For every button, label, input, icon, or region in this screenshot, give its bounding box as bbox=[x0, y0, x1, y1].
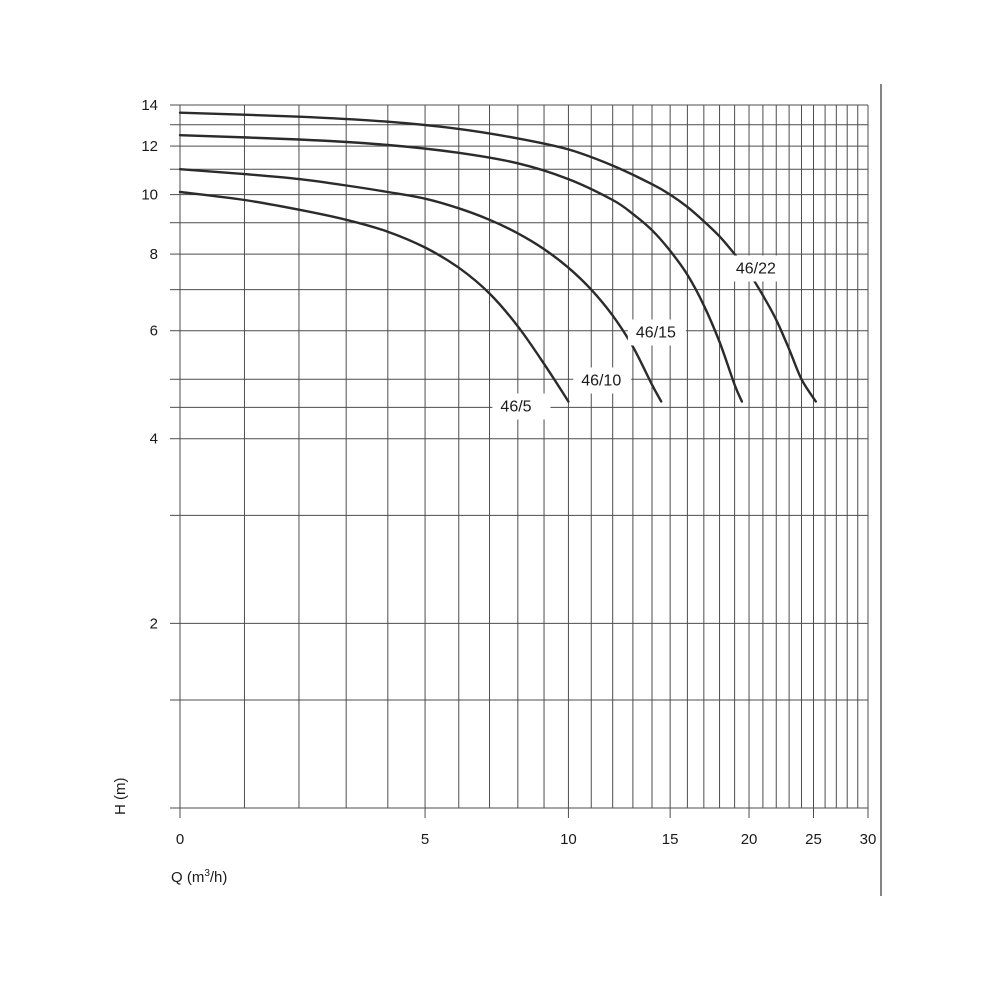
y-tick-label: 8 bbox=[150, 246, 158, 263]
curve-46-5 bbox=[178, 190, 570, 403]
grid bbox=[179, 104, 869, 809]
x-tick-label: 15 bbox=[662, 831, 679, 848]
y-tick-label: 12 bbox=[141, 138, 158, 155]
x-axis-title: Q (m3/h) bbox=[171, 868, 227, 886]
curve-labels: 46/5 46/10 46/15 46/22 bbox=[492, 255, 786, 420]
curve-label-46-5: 46/5 bbox=[500, 398, 531, 415]
x-axis-title-superscript: 3 bbox=[204, 868, 210, 879]
curve-label-46-15: 46/15 bbox=[636, 324, 676, 341]
performance-curves bbox=[178, 111, 817, 403]
y-tick-label: 2 bbox=[150, 615, 158, 632]
curve-label-46-22: 46/22 bbox=[736, 260, 776, 277]
curve-46-22 bbox=[178, 111, 817, 403]
x-tick-label: 0 bbox=[176, 831, 184, 848]
x-tick-label: 20 bbox=[741, 831, 758, 848]
curve-46-10 bbox=[178, 168, 663, 403]
curve-46-15 bbox=[178, 134, 744, 403]
curve-label-background bbox=[627, 319, 686, 346]
x-axis-title-main: Q (m bbox=[171, 869, 204, 886]
x-tick-label: 5 bbox=[421, 831, 429, 848]
curve-label-background bbox=[727, 255, 786, 282]
x-tick-label: 30 bbox=[860, 831, 877, 848]
y-tick-label: 14 bbox=[141, 97, 158, 114]
curve-label-background bbox=[492, 393, 551, 420]
x-tick-label: 25 bbox=[805, 831, 822, 848]
y-tick-label: 10 bbox=[141, 187, 158, 204]
curve-label-46-10: 46/10 bbox=[581, 372, 621, 389]
y-tick-label: 6 bbox=[150, 323, 158, 340]
y-tick-label: 4 bbox=[150, 431, 158, 448]
curve-label-background bbox=[573, 367, 632, 394]
x-tick-label: 10 bbox=[560, 831, 577, 848]
x-axis-ticks: 0 5 10 15 20 25 30 bbox=[176, 808, 877, 848]
y-axis-title: H (m) bbox=[112, 778, 129, 816]
y-axis-ticks: 2 4 6 8 10 12 14 bbox=[141, 97, 180, 809]
x-axis-title-tail: /h) bbox=[210, 869, 228, 886]
